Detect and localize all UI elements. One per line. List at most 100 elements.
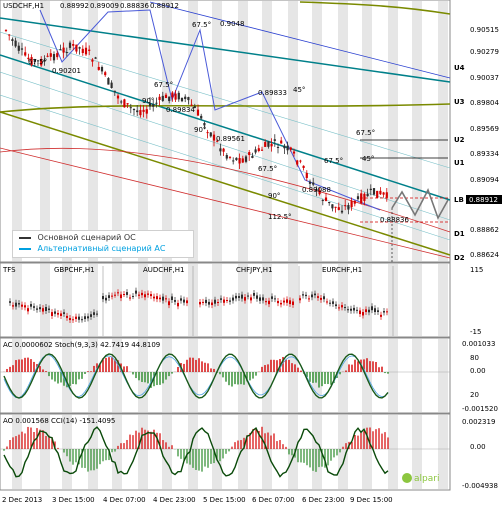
price-tick: 0.90279 [470, 48, 499, 56]
tfs-candle-body [162, 296, 164, 301]
tfs-candle-body [36, 308, 38, 310]
ac-tick: -0.001520 [462, 405, 498, 413]
candle-body [344, 205, 347, 207]
session-band [112, 415, 122, 489]
candle-body [155, 102, 158, 104]
tfs-candle-body [359, 310, 361, 315]
tfs-candle-body [165, 298, 167, 300]
tfs-candle-body [244, 297, 246, 301]
candle-body [376, 190, 379, 198]
candle-body [340, 210, 344, 213]
candle-body [174, 93, 177, 100]
candle-body [129, 107, 132, 109]
level-lb: LB [454, 196, 464, 204]
candle-body [136, 110, 139, 113]
olive-band-curve [0, 103, 451, 113]
angle-label: 67.5° [258, 165, 277, 173]
main-panel[interactable] [0, 0, 451, 263]
tfs-candle-body [87, 316, 89, 319]
tfs-candle-body [274, 298, 276, 300]
candle-body [372, 188, 376, 195]
candle-body [324, 197, 328, 201]
candle-body [168, 96, 171, 102]
tfs-candle-body [48, 308, 50, 311]
tfs-candle-body [72, 319, 74, 321]
session-band [188, 339, 198, 412]
tfs-candle-body [338, 307, 340, 309]
candle-body [43, 59, 46, 62]
candle-body [312, 182, 315, 185]
candle-body [328, 201, 331, 204]
session-band [388, 339, 398, 412]
ac-panel[interactable] [0, 337, 451, 414]
candle-body [251, 155, 254, 158]
angle-label: 67.5° [192, 21, 211, 29]
tfs-candle-body [27, 308, 29, 312]
tfs-candle-body [147, 293, 149, 295]
tfs-candle-body [33, 306, 35, 308]
tfs-candle-body [150, 294, 152, 297]
ohlc-close: 0.88912 [150, 2, 179, 10]
candle-body [296, 160, 299, 165]
candle-body [161, 95, 164, 101]
x-tick: 6 Dec 07:00 [252, 496, 295, 504]
candle-body [356, 196, 360, 200]
session-band [12, 1, 22, 261]
tfs-candle-body [289, 300, 291, 305]
candle-body [46, 55, 49, 57]
candle-body [334, 206, 337, 208]
session-band [212, 339, 222, 412]
candle-body [228, 156, 232, 158]
tfs-candle-body [347, 309, 349, 311]
candle-body [113, 90, 116, 92]
ao-panel[interactable] [0, 413, 451, 491]
candle-body [75, 44, 78, 52]
tfs-candle-body [386, 311, 388, 313]
angle-label: 90° [194, 126, 206, 134]
tfs-candle-body [105, 297, 107, 301]
tfs-candle-body [350, 308, 352, 311]
session-band [388, 1, 398, 261]
tfs-candle-body [168, 301, 170, 306]
candle-body [305, 172, 308, 178]
session-band [62, 1, 72, 261]
tfs-candle-body [126, 292, 128, 295]
tfs-candle-body [183, 299, 185, 303]
candle-body [260, 149, 264, 151]
tfs-candle-body [159, 297, 161, 300]
candle-body [148, 102, 152, 107]
tfs-candle-body [51, 312, 53, 316]
teal-channel-upper [0, 17, 451, 83]
stoch-main-line [3, 353, 389, 399]
candle-body [206, 132, 209, 134]
angle-label: 45° [362, 155, 374, 163]
angle-label: 67.5° [154, 81, 173, 89]
candle-body [187, 97, 190, 101]
tfs-candle-body [75, 316, 77, 319]
current-price-marker [466, 195, 502, 204]
candle-body [17, 45, 20, 51]
tfs-symbol: CHFJPY,H1 [236, 266, 273, 274]
tfs-candle-body [9, 301, 11, 303]
tfs-candle-body [220, 298, 222, 300]
tfs-candle-body [344, 307, 346, 309]
candle-body [382, 192, 385, 195]
tfs-candle-body [54, 311, 56, 314]
candle-body [20, 48, 24, 50]
candle-body [276, 146, 280, 148]
tfs-candle-body [262, 297, 264, 301]
session-band [162, 1, 172, 261]
tfs-candle-body [332, 301, 334, 304]
tfs-candle-body [93, 312, 95, 315]
candle-body [104, 72, 107, 76]
alpari-logo-icon [402, 473, 412, 483]
olive-band-top [299, 1, 451, 15]
tfs-title: TFS [2, 266, 16, 274]
candle-body [321, 200, 324, 202]
candle-body [212, 134, 216, 141]
candle-body [283, 145, 286, 149]
candle-body [78, 47, 81, 49]
candle-body [59, 49, 62, 51]
candle-body [273, 139, 276, 141]
